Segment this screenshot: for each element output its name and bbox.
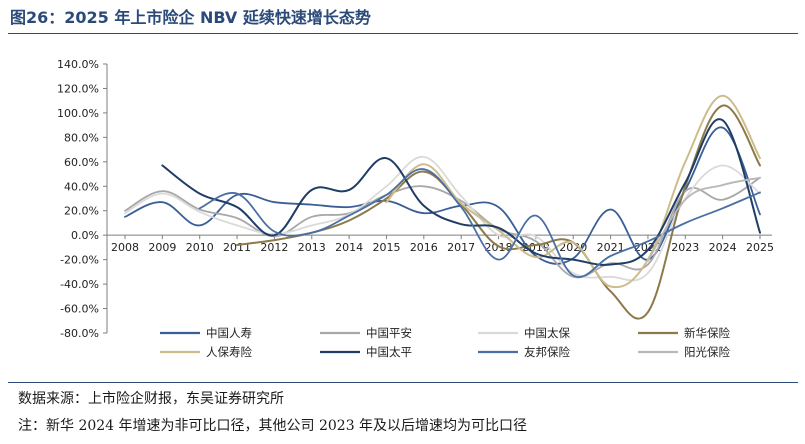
y-tick-label: 120.0% <box>57 82 99 95</box>
y-tick-label: 60.0% <box>64 156 99 169</box>
series-line-3 <box>124 155 761 282</box>
chart-axes: -80.0% -60.0% -40.0% -20.0% 0.0% 20.0% 40.0% 60… <box>57 58 774 340</box>
line-chart: -80.0% -60.0% -40.0% -20.0% 0.0% 20.0% 40.0% 60… <box>57 58 774 359</box>
legend-label-3: 中国太保 <box>524 326 570 340</box>
x-tick-label: 2013 <box>298 241 326 254</box>
y-tick-label: 100.0% <box>57 107 99 120</box>
chart-series <box>124 94 761 320</box>
legend-label-5: 人保寿险 <box>206 345 252 359</box>
legend-label-1: 中国人寿 <box>206 326 252 340</box>
x-tick-label: 2010 <box>186 241 214 254</box>
series-line-5 <box>385 94 761 289</box>
y-tick-label: -20.0% <box>60 254 99 267</box>
y-tick-label: 0.0% <box>71 229 99 242</box>
y-tick-label: -40.0% <box>60 278 99 291</box>
series-line-7 <box>198 168 761 278</box>
x-tick-label: 2023 <box>671 241 699 254</box>
legend-label-4: 新华保险 <box>684 326 730 340</box>
series-line-4 <box>236 104 761 320</box>
x-tick-label: 2015 <box>372 241 400 254</box>
x-tick-label: 2008 <box>111 241 139 254</box>
x-tick-label: 2018 <box>485 241 513 254</box>
x-tick-label: 2021 <box>597 241 625 254</box>
x-tick-label: 2016 <box>410 241 438 254</box>
x-tick-label: 2017 <box>447 241 475 254</box>
series-line-8 <box>647 176 761 262</box>
x-tick-label: 2024 <box>709 241 737 254</box>
top-rule <box>8 33 798 34</box>
footnote: 注：新华 2024 年增速为非可比口径，其他公司 2023 年及以后增速均为可比… <box>18 418 528 434</box>
x-tick-label: 2025 <box>746 241 774 254</box>
y-tick-label: 80.0% <box>64 131 99 144</box>
x-tick-label: 2012 <box>260 241 288 254</box>
y-tick-label: -80.0% <box>60 327 99 340</box>
legend-label-7: 友邦保险 <box>524 345 570 359</box>
legend-label-6: 中国太平 <box>366 345 412 359</box>
y-tick-label: 40.0% <box>64 180 99 193</box>
figure-title: 图26：2025 年上市险企 NBV 延续快速增长态势 <box>10 8 371 27</box>
legend-label-8: 阳光保险 <box>684 345 730 359</box>
series-line-2 <box>124 176 761 279</box>
y-tick-label: 140.0% <box>57 58 99 71</box>
bottom-rule <box>8 382 798 383</box>
x-tick-label: 2014 <box>335 241 363 254</box>
x-tick-label: 2009 <box>148 241 176 254</box>
series-line-6 <box>161 118 761 266</box>
y-tick-label: -60.0% <box>60 303 99 316</box>
legend-label-2: 中国平安 <box>366 326 412 340</box>
y-tick-label: 20.0% <box>64 205 99 218</box>
data-source: 数据来源：上市险企财报，东吴证券研究所 <box>18 391 284 407</box>
